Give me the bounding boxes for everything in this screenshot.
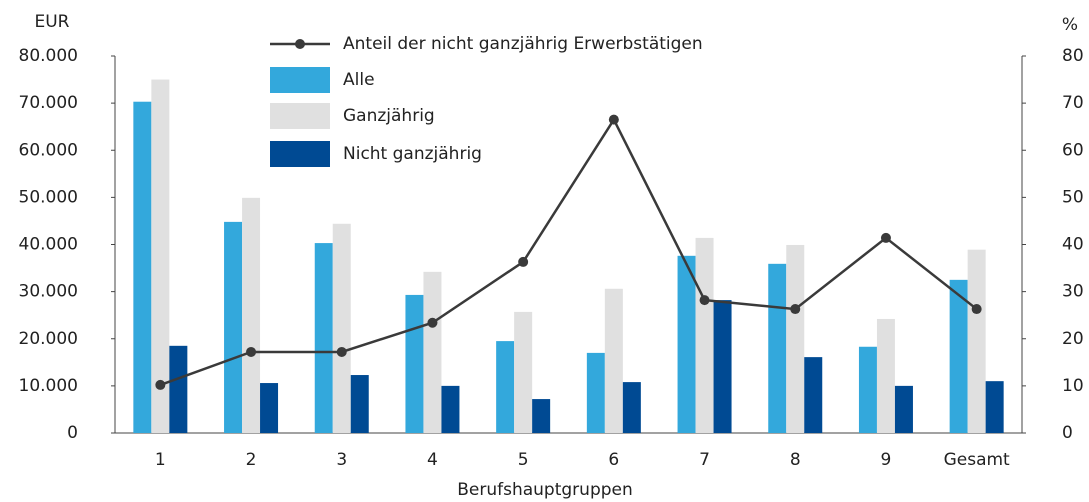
x-tick-label: 1 — [155, 450, 166, 470]
legend-label: Alle — [343, 70, 375, 90]
bar — [423, 271, 442, 433]
x-tick-label: 5 — [518, 450, 529, 470]
legend-swatch — [270, 67, 330, 93]
y-unit: EUR — [35, 12, 70, 32]
line-point — [336, 346, 347, 357]
y2-tick-label: 40 — [1062, 235, 1084, 255]
line-point — [427, 317, 438, 328]
bar — [260, 383, 279, 433]
x-tick-label: 4 — [427, 450, 438, 470]
y-tick-label: 0 — [67, 423, 78, 443]
y-tick-label: 50.000 — [19, 187, 78, 207]
x-tick-label: Gesamt — [944, 450, 1010, 470]
y2-tick-label: 50 — [1062, 187, 1084, 207]
bar — [350, 375, 369, 433]
bar — [804, 357, 823, 433]
legend-point — [295, 39, 305, 49]
y-tick-label: 10.000 — [19, 376, 78, 396]
legend-label: Anteil der nicht ganzjährig Erwerbstätig… — [343, 34, 703, 54]
line-point — [246, 346, 257, 357]
bar — [242, 197, 261, 433]
legend-label: Ganzjährig — [343, 106, 435, 126]
bar — [949, 279, 968, 433]
bar — [224, 221, 243, 433]
y2-tick-label: 0 — [1062, 423, 1073, 443]
y-tick-label: 40.000 — [19, 235, 78, 255]
bar — [405, 294, 424, 433]
legend-label: Nicht ganzjährig — [343, 144, 482, 164]
bar — [695, 237, 714, 433]
line-point — [971, 304, 982, 315]
y2-tick-label: 70 — [1062, 93, 1084, 113]
x-tick-label: 3 — [336, 450, 347, 470]
bar — [876, 318, 895, 433]
bar — [151, 79, 170, 433]
bar — [586, 352, 605, 433]
x-tick-label: 2 — [246, 450, 257, 470]
legend-swatch — [270, 141, 330, 167]
bar — [622, 382, 641, 433]
legend-swatch — [270, 103, 330, 129]
bar — [332, 223, 351, 433]
bar — [314, 243, 333, 433]
line-point — [699, 295, 710, 306]
y2-unit: % — [1062, 15, 1078, 35]
y2-tick-label: 60 — [1062, 140, 1084, 160]
bar — [496, 341, 515, 433]
y-tick-label: 80.000 — [19, 46, 78, 66]
y2-tick-label: 10 — [1062, 376, 1084, 396]
line-point — [790, 304, 801, 315]
bar — [441, 385, 460, 433]
y-tick-label: 30.000 — [19, 282, 78, 302]
x-tick-label: 8 — [790, 450, 801, 470]
bar — [604, 288, 623, 433]
bar — [768, 263, 787, 433]
y-tick-label: 20.000 — [19, 329, 78, 349]
bar — [967, 249, 986, 433]
bar — [786, 244, 805, 433]
bar — [532, 399, 551, 433]
line-point — [155, 379, 166, 390]
bar — [677, 255, 696, 433]
line-point — [518, 256, 529, 267]
x-axis-title: Berufshauptgruppen — [457, 480, 633, 500]
y2-tick-label: 20 — [1062, 329, 1084, 349]
y2-tick-label: 30 — [1062, 282, 1084, 302]
line-point — [880, 232, 891, 243]
x-tick-label: 7 — [699, 450, 710, 470]
bar — [169, 345, 188, 433]
bar — [514, 311, 533, 433]
line-point — [608, 114, 619, 125]
x-tick-label: 6 — [608, 450, 619, 470]
bar — [133, 101, 152, 434]
bar — [985, 381, 1004, 433]
bar — [713, 300, 732, 433]
y-tick-label: 70.000 — [19, 93, 78, 113]
x-tick-label: 9 — [881, 450, 892, 470]
line — [159, 117, 978, 387]
y2-tick-label: 80 — [1062, 46, 1084, 66]
bar — [858, 346, 877, 433]
y-tick-label: 60.000 — [19, 140, 78, 160]
bar — [894, 385, 913, 433]
